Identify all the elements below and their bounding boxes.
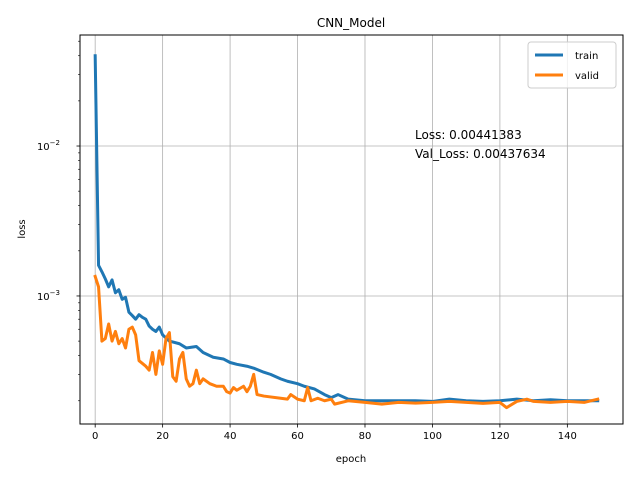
val-loss-annotation: Val_Loss: 0.00437634 — [415, 147, 546, 161]
series-lines — [93, 54, 600, 410]
series-line-valid — [93, 274, 600, 410]
x-tick-label: 20 — [156, 431, 169, 442]
legend-label-train: train — [575, 51, 598, 62]
x-tick-label: 140 — [558, 431, 577, 442]
x-tick-label: 40 — [224, 431, 237, 442]
grid — [80, 35, 623, 424]
plot-frame — [79, 34, 624, 425]
x-tick-label: 60 — [291, 431, 304, 442]
x-tick-label: 100 — [423, 431, 442, 442]
y-axis-label: loss — [17, 219, 28, 238]
x-axis-label: epoch — [336, 454, 366, 465]
legend-box — [527, 41, 617, 89]
x-tick-label: 0 — [92, 431, 98, 442]
loss-annotation: Loss: 0.00441383 — [415, 128, 522, 142]
x-tick-label: 120 — [490, 431, 509, 442]
x-tick-label: 80 — [359, 431, 372, 442]
chart-title: CNN_Model — [317, 16, 385, 30]
series-line-train — [93, 54, 600, 403]
legend: train valid — [527, 41, 617, 89]
legend-label-valid: valid — [575, 71, 599, 82]
